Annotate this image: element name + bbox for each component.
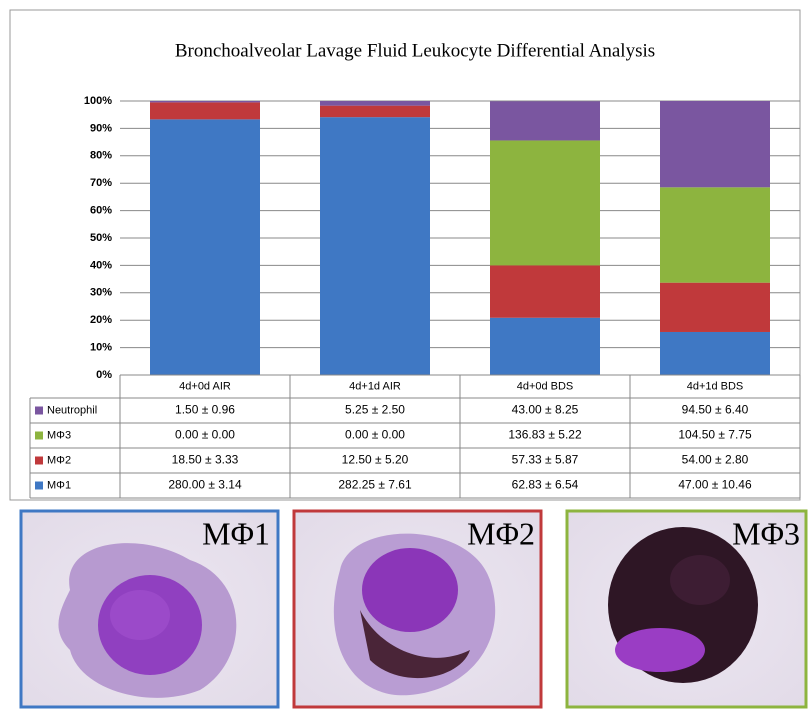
bar-segment xyxy=(660,332,770,375)
bar-segment xyxy=(490,318,600,375)
legend-swatch xyxy=(35,407,43,415)
bar-segment xyxy=(660,283,770,332)
y-tick-label: 80% xyxy=(90,150,112,162)
y-tick-label: 50% xyxy=(90,232,112,244)
panel-label: MΦ1 xyxy=(202,515,270,551)
table-cell: 136.83 ± 5.22 xyxy=(508,428,582,442)
panel-label: MΦ3 xyxy=(732,515,800,551)
table-cell: 5.25 ± 2.50 xyxy=(345,403,405,417)
legend-label: MΦ1 xyxy=(47,479,71,491)
table-cell: 54.00 ± 2.80 xyxy=(682,453,749,467)
table-cell: 43.00 ± 8.25 xyxy=(512,403,579,417)
y-tick-label: 60% xyxy=(90,205,112,217)
bar-segment xyxy=(320,106,430,118)
x-tick-label: 4d+0d BDS xyxy=(517,380,574,392)
table-cell: 282.25 ± 7.61 xyxy=(338,478,412,492)
y-tick-label: 40% xyxy=(90,259,112,271)
table-cell: 62.83 ± 6.54 xyxy=(512,478,579,492)
table-cell: 94.50 ± 6.40 xyxy=(682,403,749,417)
bar-segment xyxy=(660,187,770,282)
table-cell: 18.50 ± 3.33 xyxy=(172,453,239,467)
legend-swatch xyxy=(35,457,43,465)
x-tick-label: 4d+1d AIR xyxy=(349,380,401,392)
bar-segment xyxy=(320,117,430,375)
table-cell: 47.00 ± 10.46 xyxy=(678,478,752,492)
bar-segment xyxy=(320,101,430,106)
legend-swatch xyxy=(35,482,43,490)
table-cell: 0.00 ± 0.00 xyxy=(345,428,405,442)
legend-label: MΦ3 xyxy=(47,429,71,441)
legend-label: MΦ2 xyxy=(47,454,71,466)
x-tick-label: 4d+1d BDS xyxy=(687,380,744,392)
table-cell: 104.50 ± 7.75 xyxy=(678,428,752,442)
bar-segment xyxy=(150,102,260,119)
table-cell: 280.00 ± 3.14 xyxy=(168,478,242,492)
y-tick-label: 100% xyxy=(84,95,112,107)
table-cell: 12.50 ± 5.20 xyxy=(342,453,409,467)
bar-segment xyxy=(490,140,600,265)
bar-segment xyxy=(490,101,600,140)
y-tick-label: 90% xyxy=(90,122,112,134)
bar-segment xyxy=(660,101,770,187)
y-tick-label: 20% xyxy=(90,314,112,326)
bar-segment xyxy=(150,119,260,375)
legend-label: Neutrophil xyxy=(47,404,97,416)
bar-segment xyxy=(150,101,260,102)
y-tick-label: 30% xyxy=(90,287,112,299)
panel-label: MΦ2 xyxy=(467,515,535,551)
x-tick-label: 4d+0d AIR xyxy=(179,380,231,392)
table-cell: 57.33 ± 5.87 xyxy=(512,453,579,467)
legend-swatch xyxy=(35,432,43,440)
y-tick-label: 10% xyxy=(90,342,112,354)
y-tick-label: 70% xyxy=(90,177,112,189)
bar-segment xyxy=(490,265,600,317)
table-cell: 1.50 ± 0.96 xyxy=(175,403,235,417)
page: Bronchoalveolar Lavage Fluid Leukocyte D… xyxy=(0,0,811,710)
table-cell: 0.00 ± 0.00 xyxy=(175,428,235,442)
chart-title: Bronchoalveolar Lavage Fluid Leukocyte D… xyxy=(175,40,655,61)
y-tick-label: 0% xyxy=(96,369,112,381)
